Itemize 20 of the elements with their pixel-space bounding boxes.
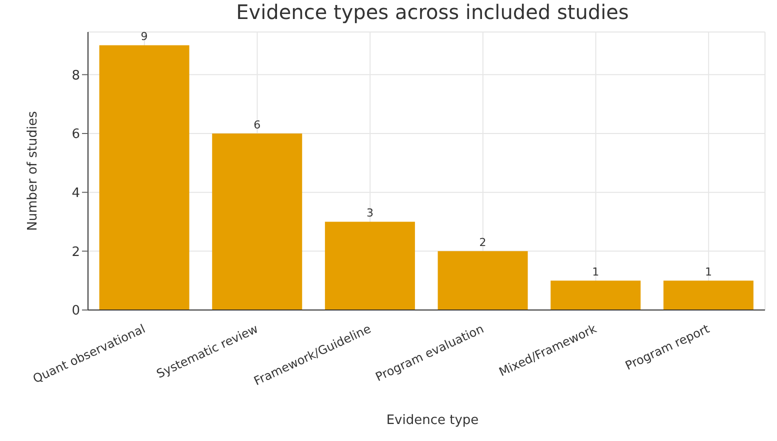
data-label: 6 bbox=[254, 118, 261, 132]
bar bbox=[663, 280, 754, 310]
bar bbox=[212, 133, 302, 310]
data-label: 1 bbox=[704, 266, 712, 279]
y-tick-label: 0 bbox=[72, 304, 80, 319]
chart-title: Evidence types across included studies bbox=[235, 0, 630, 24]
y-axis-title: Number of studies bbox=[26, 110, 41, 231]
y-tick-label: 4 bbox=[72, 186, 80, 201]
data-label: 1 bbox=[592, 266, 600, 279]
data-label: 2 bbox=[479, 236, 486, 250]
data-label: 9 bbox=[140, 30, 148, 44]
y-tick-label: 2 bbox=[72, 244, 80, 260]
bar bbox=[438, 251, 528, 310]
bar bbox=[550, 280, 641, 310]
bar bbox=[99, 45, 190, 310]
y-tick-label: 6 bbox=[72, 127, 80, 142]
y-tick-label: 8 bbox=[72, 68, 80, 84]
bar bbox=[324, 222, 415, 310]
data-label: 3 bbox=[366, 206, 374, 220]
x-axis-title: Evidence type bbox=[385, 413, 480, 428]
